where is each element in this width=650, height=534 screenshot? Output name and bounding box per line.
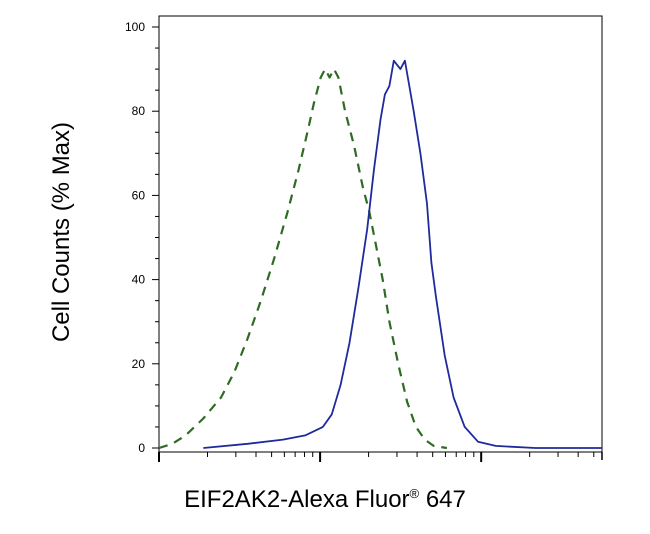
y-tick-label: 40 <box>132 273 146 287</box>
isotype-control-curve <box>158 68 448 450</box>
series-group <box>158 59 602 450</box>
y-tick-label: 80 <box>132 104 146 118</box>
x-axis-label-suffix: 647 <box>425 486 466 513</box>
x-axis-label-main: EIF2AK2-Alexa Fluor <box>184 486 410 513</box>
y-tick-label: 0 <box>138 441 145 455</box>
y-tick-label: 60 <box>132 188 146 202</box>
axes: 0 20 40 60 80 100 <box>125 20 603 462</box>
y-axis-label: Cell Counts (% Max) <box>48 121 75 343</box>
eif2ak2-stained-curve <box>203 59 602 449</box>
y-tick-label: 20 <box>132 357 146 371</box>
plot-frame <box>158 15 603 453</box>
y-tick-label: 100 <box>125 20 145 34</box>
x-axis-label: EIF2AK2-Alexa Fluor® 647 <box>0 486 650 514</box>
registered-mark: ® <box>409 486 420 501</box>
